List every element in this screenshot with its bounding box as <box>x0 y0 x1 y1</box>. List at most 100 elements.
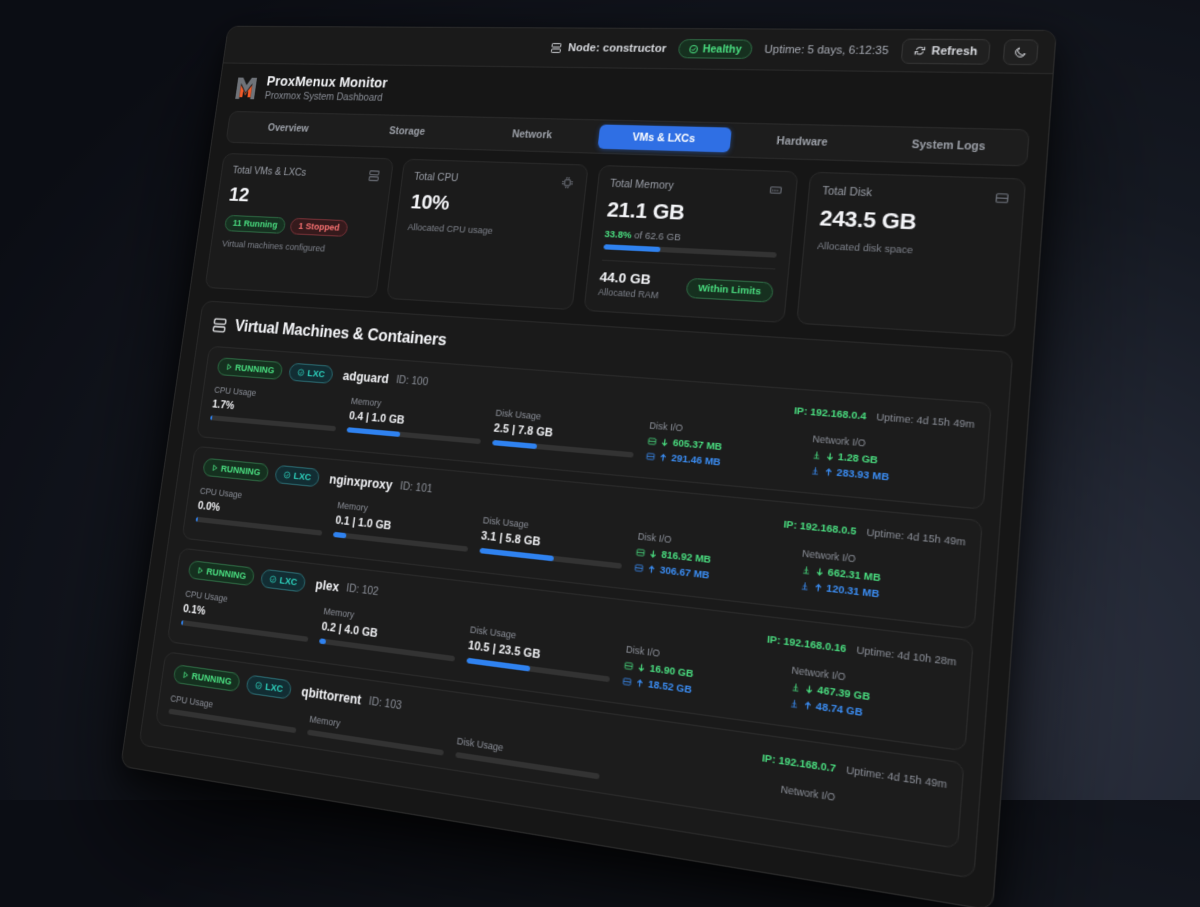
vm-memory-metric: Memory 0.4 | 1.0 GB <box>346 396 485 451</box>
refresh-label: Refresh <box>931 45 978 58</box>
tab-system-logs[interactable]: System Logs <box>875 131 1024 161</box>
vm-rows-container: RUNNING LXC adguard ID: 100 IP: 192.168.… <box>155 346 992 849</box>
vm-disk-io-metric: Disk I/O 605.37 MB 291.46 MB <box>645 420 800 479</box>
hard-drive-icon <box>647 436 657 447</box>
card-total-cpu: Total CPU 10% Allocated CPU usage <box>386 159 588 310</box>
within-limits-badge: Within Limits <box>686 278 774 303</box>
server-icon <box>550 42 563 54</box>
tab-network[interactable]: Network <box>469 121 597 148</box>
tab-vms-lxcs[interactable]: VMs & LXCs <box>597 124 732 152</box>
system-uptime: Uptime: 5 days, 6:12:35 <box>764 43 889 57</box>
server-icon <box>211 317 228 335</box>
vm-cpu-metric: CPU Usage 1.7% <box>209 385 340 438</box>
net-up-arrow-icon <box>812 582 823 593</box>
refresh-icon <box>913 45 926 57</box>
cpu-icon <box>560 176 574 190</box>
stopped-pill: 1 Stopped <box>289 218 348 237</box>
vm-type-label: LXC <box>307 368 326 380</box>
card-label: Total Disk <box>822 185 873 200</box>
vm-status-label: RUNNING <box>220 463 261 478</box>
disk-up-arrow-icon <box>635 678 646 689</box>
allocated-ram-label: Allocated RAM <box>598 287 660 301</box>
net-down-arrow-icon <box>814 566 825 577</box>
vm-disk-metric: Disk Usage 10.5 | 23.5 GB <box>465 624 613 689</box>
vm-memory-metric: Memory 0.2 | 4.0 GB <box>318 606 458 668</box>
disk-up-arrow-icon <box>658 452 668 463</box>
vm-name: plex <box>315 577 340 594</box>
vm-cpu-metric: CPU Usage <box>168 693 299 733</box>
vm-status-label: RUNNING <box>191 670 232 687</box>
vm-disk-io-metric: Disk I/O 16.90 GB 18.52 GB <box>622 644 779 712</box>
vm-name: nginxproxy <box>329 472 394 493</box>
vm-disk-metric: Disk Usage 3.1 | 5.8 GB <box>478 515 625 576</box>
hard-drive-icon <box>622 676 633 687</box>
container-icon <box>283 471 291 480</box>
card-total-memory: Total Memory 21.1 GB 33.8% of 62.6 GB 44… <box>583 165 798 323</box>
disk-up-arrow-icon <box>647 564 658 575</box>
card-desc: Virtual machines configured <box>221 239 371 257</box>
refresh-button[interactable]: Refresh <box>901 38 991 64</box>
play-icon <box>225 363 233 371</box>
card-value: 10% <box>409 190 571 221</box>
server-icon <box>368 169 381 182</box>
vm-status-label: RUNNING <box>234 362 275 376</box>
vm-section-title: Virtual Machines & Containers <box>233 317 447 350</box>
card-value: 21.1 GB <box>606 198 781 230</box>
app-window: Node: constructor Healthy Uptime: 5 days… <box>120 26 1057 907</box>
net-down-arrow-icon <box>803 683 814 695</box>
vm-cpu-metric: CPU Usage 0.0% <box>195 486 327 542</box>
vm-status-badge: RUNNING <box>173 664 241 692</box>
network-icon <box>799 581 810 592</box>
hard-drive-icon <box>624 660 635 671</box>
vm-status-badge: RUNNING <box>216 357 283 380</box>
card-label: Total Memory <box>609 178 674 193</box>
card-total-disk: Total Disk 243.5 GB Allocated disk space <box>796 172 1026 337</box>
page-title: ProxMenux Monitor <box>266 74 389 91</box>
card-desc: Allocated CPU usage <box>407 222 568 240</box>
vm-uptime: Uptime: 4d 10h 28m <box>856 644 957 669</box>
vm-ip: IP: 192.168.0.7 <box>761 751 836 775</box>
vm-type-badge: LXC <box>260 569 306 593</box>
vm-network-io-metric: Network I/O 467.39 GB 48.74 GB <box>788 664 955 735</box>
hard-drive-icon <box>646 451 656 462</box>
container-icon <box>269 575 277 584</box>
vm-ip: IP: 192.168.0.5 <box>783 518 857 538</box>
vm-uptime: Uptime: 4d 15h 49m <box>866 526 966 548</box>
health-label: Healthy <box>702 43 742 56</box>
disk-down-arrow-icon <box>636 662 647 673</box>
vm-id: ID: 103 <box>368 695 402 713</box>
allocated-ram-value: 44.0 GB <box>599 269 661 288</box>
play-icon <box>181 670 189 679</box>
vm-disk-metric: Disk Usage 2.5 | 7.8 GB <box>491 408 637 465</box>
memory-percent: 33.8% <box>604 229 632 242</box>
tab-storage[interactable]: Storage <box>347 118 469 144</box>
card-label: Total VMs & LXCs <box>232 165 307 179</box>
network-icon <box>788 698 799 710</box>
play-icon <box>196 566 204 575</box>
vm-memory-metric: Memory <box>307 714 445 756</box>
tab-hardware[interactable]: Hardware <box>732 128 873 157</box>
vm-id: ID: 100 <box>395 374 428 389</box>
network-icon <box>800 565 811 576</box>
vm-uptime: Uptime: 4d 15h 49m <box>846 763 948 791</box>
memory-icon <box>768 183 783 197</box>
memory-total: of 62.6 GB <box>634 230 682 244</box>
vm-list-panel: Virtual Machines & Containers RUNNING LX… <box>139 300 1014 879</box>
disk-down-arrow-icon <box>660 437 670 448</box>
disk-down-arrow-icon <box>648 548 659 559</box>
vm-ip: IP: 192.168.0.16 <box>766 633 846 655</box>
hard-drive-icon <box>634 563 644 574</box>
card-value: 12 <box>227 184 378 213</box>
hard-drive-icon <box>636 547 646 558</box>
vm-id: ID: 102 <box>346 582 380 599</box>
theme-toggle-button[interactable] <box>1003 39 1039 65</box>
tab-overview[interactable]: Overview <box>230 116 347 142</box>
status-badge: Healthy <box>677 39 753 59</box>
vm-type-badge: LXC <box>274 465 320 488</box>
vm-disk-io-metric: Disk I/O 816.92 MB 306.67 MB <box>633 531 789 594</box>
net-down-arrow-icon <box>824 451 835 462</box>
play-icon <box>211 464 219 473</box>
net-up-arrow-icon <box>802 700 813 712</box>
vm-type-badge: LXC <box>246 674 293 699</box>
vm-status-label: RUNNING <box>206 566 247 582</box>
